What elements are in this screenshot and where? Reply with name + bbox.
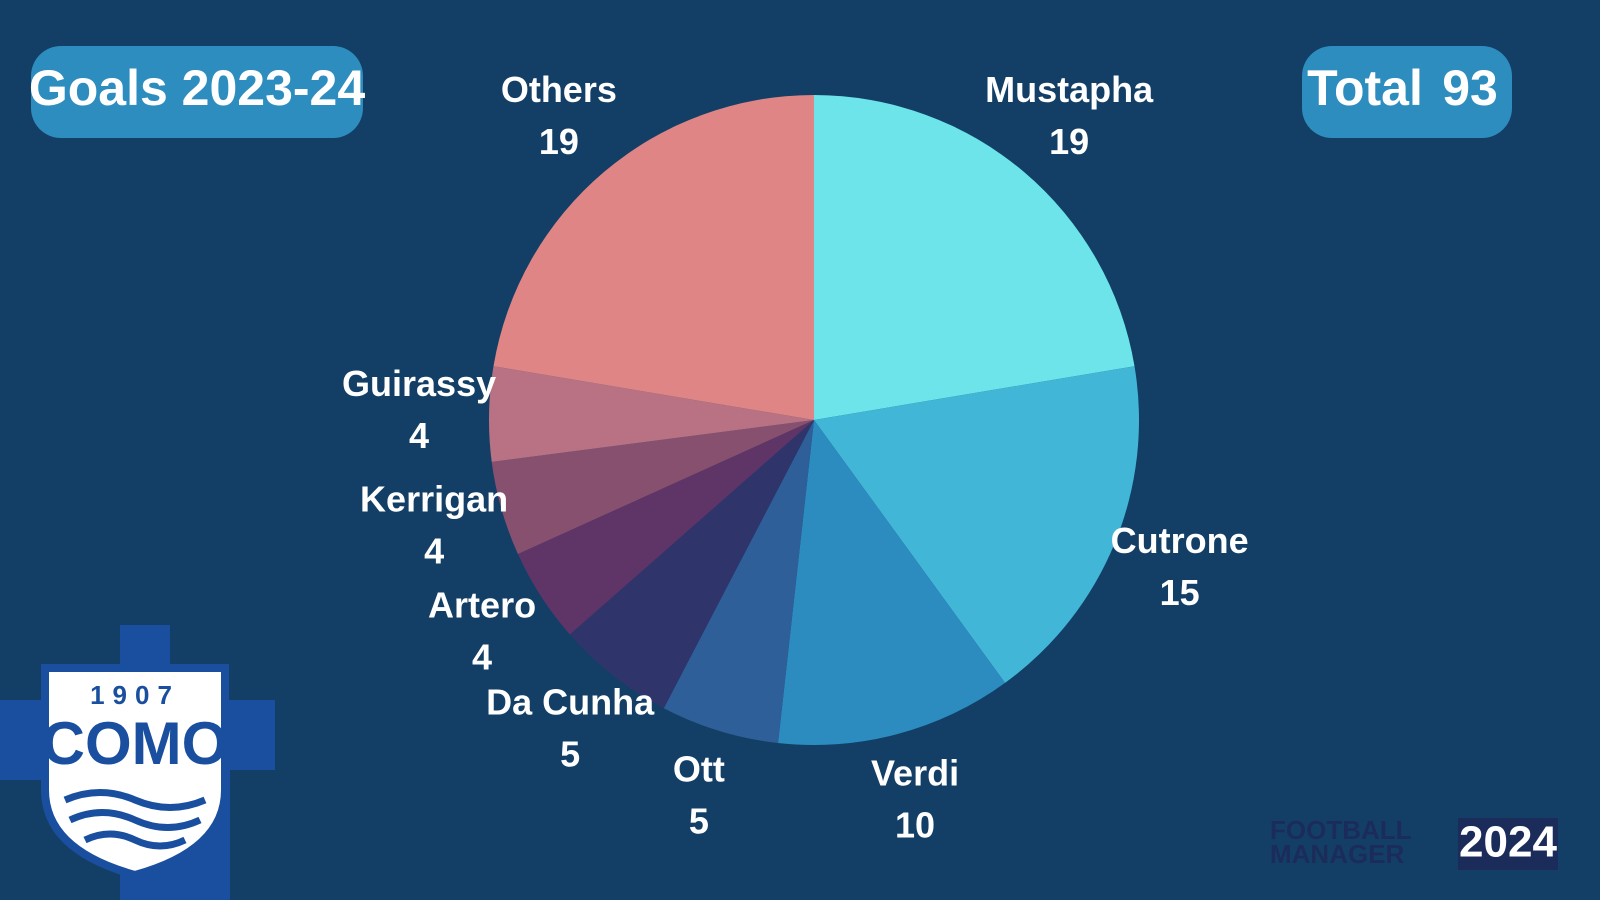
club-year: 1907 — [90, 680, 180, 710]
pie-slice — [517, 420, 814, 635]
slice-value: 19 — [1049, 121, 1089, 162]
slice-value: 4 — [472, 637, 492, 678]
slice-label: Guirassy — [342, 363, 496, 404]
title-box — [31, 46, 363, 138]
slice-label: Da Cunha — [486, 681, 655, 722]
slice-value: 5 — [560, 733, 580, 774]
slice-value: 10 — [895, 804, 935, 845]
slice-label: Others — [501, 69, 617, 110]
game-year: 2024 — [1459, 818, 1557, 867]
chart-title: Goals 2023-24 — [29, 60, 366, 116]
crest-waves — [63, 789, 207, 850]
slice-label: Ott — [673, 748, 725, 789]
slice-label: Artero — [428, 585, 536, 626]
club-name: COMO — [42, 710, 229, 777]
slice-value: 4 — [409, 415, 429, 456]
slice-label: Verdi — [871, 752, 959, 793]
total-label: Total — [1307, 60, 1423, 116]
total-value: 93 — [1442, 60, 1498, 116]
game-line2: MANAGER — [1270, 839, 1405, 869]
pie-slice — [493, 95, 814, 420]
pie-slice — [814, 95, 1135, 420]
pie-slice — [569, 420, 814, 709]
slice-label: Mustapha — [985, 69, 1154, 110]
slice-label: Kerrigan — [360, 479, 508, 520]
slice-value: 5 — [689, 800, 709, 841]
pie-slice — [778, 420, 1006, 745]
pie-slice — [491, 420, 814, 555]
game-line1: FOOTBALL — [1270, 815, 1412, 845]
pie-slice — [489, 366, 814, 462]
slice-label: Cutrone — [1111, 520, 1249, 561]
slice-value: 15 — [1160, 572, 1200, 613]
club-crest: 1907 COMO — [0, 625, 275, 900]
total-box — [1302, 46, 1512, 138]
game-year-box — [1458, 818, 1558, 870]
slice-value: 19 — [539, 121, 579, 162]
pie-slice — [814, 366, 1139, 683]
slice-value: 4 — [424, 531, 444, 572]
pie-slice — [663, 420, 814, 744]
game-logo: FOOTBALL MANAGER 2024 — [1270, 815, 1558, 870]
